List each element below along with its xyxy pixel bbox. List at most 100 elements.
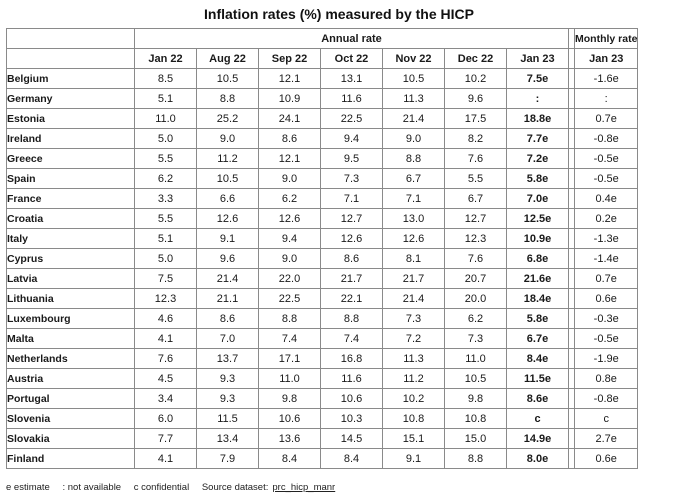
value-cell: 8.0e xyxy=(506,448,569,469)
value-cell: 21.7 xyxy=(382,268,445,289)
country-cell: Malta xyxy=(6,328,135,349)
footnote-source-label: Source dataset: xyxy=(201,482,269,493)
value-cell: 21.4 xyxy=(196,268,259,289)
country-cell: Greece xyxy=(6,148,135,169)
country-cell: Finland xyxy=(6,448,135,469)
value-cell: 7.4 xyxy=(320,328,383,349)
value-cell: 9.1 xyxy=(196,228,259,249)
value-cell: 10.8 xyxy=(444,408,507,429)
value-cell: 9.0 xyxy=(382,128,445,149)
value-cell: 8.6 xyxy=(258,128,321,149)
table-row: Italy 5.1 9.1 9.4 12.6 12.6 12.3 10.9e -1.3e xyxy=(6,228,639,249)
country-cell: Portugal xyxy=(6,388,135,409)
value-cell: 6.7 xyxy=(382,168,445,189)
value-cell: 11.5e xyxy=(506,368,569,389)
footnote-confidential: c confidential xyxy=(133,482,190,493)
value-cell: 12.7 xyxy=(444,208,507,229)
value-cell: 6.7e xyxy=(506,328,569,349)
source-dataset-link[interactable]: prc_hicp_manr xyxy=(272,482,336,493)
country-cell: Belgium xyxy=(6,68,135,89)
value-cell: 22.5 xyxy=(258,288,321,309)
value-cell: 21.4 xyxy=(382,288,445,309)
value-cell: 7.6 xyxy=(444,148,507,169)
value-cell: 22.1 xyxy=(320,288,383,309)
value-cell: 17.1 xyxy=(258,348,321,369)
value-cell: 15.0 xyxy=(444,428,507,449)
value-cell: 10.2 xyxy=(382,388,445,409)
annual-rate-header: Annual rate xyxy=(134,28,569,49)
country-cell: Lithuania xyxy=(6,288,135,309)
table-row: Estonia 11.0 25.2 24.1 22.5 21.4 17.5 18.8e 0.7e xyxy=(6,108,639,129)
value-cell: 9.3 xyxy=(196,368,259,389)
value-cell: 5.0 xyxy=(134,248,197,269)
value-cell: 3.3 xyxy=(134,188,197,209)
value-cell: 8.2 xyxy=(444,128,507,149)
value-cell: 5.5 xyxy=(444,168,507,189)
value-cell: 14.5 xyxy=(320,428,383,449)
value-cell: 13.0 xyxy=(382,208,445,229)
value-cell: 12.1 xyxy=(258,68,321,89)
value-cell: 25.2 xyxy=(196,108,259,129)
value-cell: 12.5e xyxy=(506,208,569,229)
value-cell: 6.6 xyxy=(196,188,259,209)
value-cell: 6.8e xyxy=(506,248,569,269)
value-cell: 9.1 xyxy=(382,448,445,469)
monthly-cell: -0.5e xyxy=(573,168,639,189)
value-cell: 7.5 xyxy=(134,268,197,289)
monthly-cell: -0.8e xyxy=(573,128,639,149)
value-cell: 22.5 xyxy=(320,108,383,129)
monthly-cell: -0.5e xyxy=(573,328,639,349)
value-cell: 13.6 xyxy=(258,428,321,449)
column-header: Jan 23 xyxy=(506,48,569,69)
value-cell: 11.0 xyxy=(258,368,321,389)
value-cell: 8.4 xyxy=(258,448,321,469)
value-cell: 6.2 xyxy=(444,308,507,329)
value-cell: 5.1 xyxy=(134,88,197,109)
value-cell: 10.6 xyxy=(320,388,383,409)
value-cell: 7.3 xyxy=(382,308,445,329)
column-header: Sep 22 xyxy=(258,48,321,69)
value-cell: 12.7 xyxy=(320,208,383,229)
value-cell: 7.0 xyxy=(196,328,259,349)
monthly-cell: -0.3e xyxy=(573,308,639,329)
value-cell: 6.7 xyxy=(444,188,507,209)
monthly-column-header: Jan 23 xyxy=(573,48,639,69)
value-cell: 9.6 xyxy=(444,88,507,109)
country-cell: Latvia xyxy=(6,268,135,289)
value-cell: 22.0 xyxy=(258,268,321,289)
footnote: e estimate : not available c confidentia… xyxy=(6,482,345,493)
table-row: Austria 4.5 9.3 11.0 11.6 11.2 10.5 11.5e 0.8e xyxy=(6,368,639,389)
value-cell: 21.1 xyxy=(196,288,259,309)
country-cell: Italy xyxy=(6,228,135,249)
country-cell: Germany xyxy=(6,88,135,109)
table-body: Belgium 8.5 10.5 12.1 13.1 10.5 10.2 7.5e -1.6e G… xyxy=(6,68,639,469)
value-cell: 7.3 xyxy=(320,168,383,189)
value-cell: 9.6 xyxy=(196,248,259,269)
value-cell: 4.6 xyxy=(134,308,197,329)
value-cell: 9.4 xyxy=(320,128,383,149)
country-cell: Netherlands xyxy=(6,348,135,369)
monthly-cell: -0.8e xyxy=(573,388,639,409)
value-cell: 7.2 xyxy=(382,328,445,349)
value-cell: 9.4 xyxy=(258,228,321,249)
value-cell: 10.5 xyxy=(444,368,507,389)
table-row: France 3.3 6.6 6.2 7.1 7.1 6.7 7.0e 0.4e xyxy=(6,188,639,209)
country-cell: Luxembourg xyxy=(6,308,135,329)
value-cell: 18.8e xyxy=(506,108,569,129)
value-cell: 9.5 xyxy=(320,148,383,169)
table-row: Greece 5.5 11.2 12.1 9.5 8.8 7.6 7.2e -0.5e xyxy=(6,148,639,169)
value-cell: 5.5 xyxy=(134,208,197,229)
table-row: Malta 4.1 7.0 7.4 7.4 7.2 7.3 6.7e -0.5e xyxy=(6,328,639,349)
table-row: Slovakia 7.7 13.4 13.6 14.5 15.1 15.0 14.9e 2.7e xyxy=(6,428,639,449)
table-row: Latvia 7.5 21.4 22.0 21.7 21.7 20.7 21.6e 0.7e xyxy=(6,268,639,289)
value-cell: 11.0 xyxy=(134,108,197,129)
monthly-cell: -0.5e xyxy=(573,148,639,169)
country-cell: France xyxy=(6,188,135,209)
value-cell: 11.3 xyxy=(382,88,445,109)
value-cell: 12.1 xyxy=(258,148,321,169)
value-cell: 6.2 xyxy=(258,188,321,209)
value-cell: 8.8 xyxy=(382,148,445,169)
value-cell: 6.0 xyxy=(134,408,197,429)
value-cell: 10.8 xyxy=(382,408,445,429)
table-row: Luxembourg 4.6 8.6 8.8 8.8 7.3 6.2 5.8e -0.3e xyxy=(6,308,639,329)
